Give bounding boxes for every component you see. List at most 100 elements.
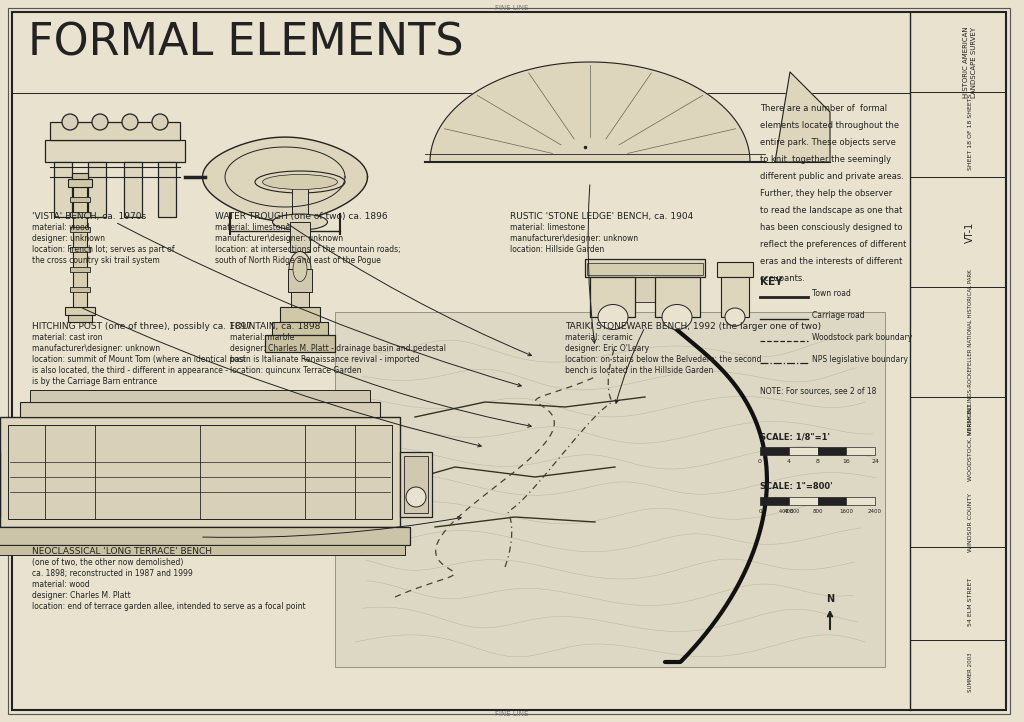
- Bar: [655, 277, 700, 317]
- Bar: [585, 259, 705, 277]
- Text: location: at intersections of the mountain roads;: location: at intersections of the mounta…: [215, 245, 400, 254]
- Text: (one of two, the other now demolished): (one of two, the other now demolished): [32, 558, 183, 567]
- Text: eras and the interests of different: eras and the interests of different: [760, 257, 902, 266]
- Text: manufacturer\designer: unknown: manufacturer\designer: unknown: [32, 344, 160, 353]
- Text: SCALE: 1"=800': SCALE: 1"=800': [760, 482, 833, 491]
- Text: occupants.: occupants.: [760, 274, 806, 283]
- Text: different public and private areas.: different public and private areas.: [760, 172, 904, 181]
- Bar: [0, 527, 410, 545]
- Bar: [280, 307, 319, 322]
- Text: N: N: [826, 594, 835, 604]
- Bar: [68, 315, 92, 322]
- Text: manufacturer\designer: unknown: manufacturer\designer: unknown: [215, 234, 343, 243]
- Text: 2400: 2400: [868, 509, 882, 514]
- Text: FORMAL ELEMENTS: FORMAL ELEMENTS: [28, 22, 464, 65]
- Bar: [65, 307, 95, 315]
- Bar: [70, 197, 90, 202]
- Text: KEY: KEY: [760, 277, 782, 287]
- Text: 'VISTA' BENCH, ca. 1970s: 'VISTA' BENCH, ca. 1970s: [32, 212, 146, 221]
- Text: material: ceramic: material: ceramic: [565, 333, 633, 342]
- Bar: [590, 277, 635, 317]
- Bar: [788, 497, 817, 505]
- Text: location: Hillside Garden: location: Hillside Garden: [510, 245, 604, 254]
- Text: 400: 400: [783, 509, 794, 514]
- Text: location: end of terrace garden allee, intended to serve as a focal point: location: end of terrace garden allee, i…: [32, 602, 305, 611]
- Bar: [910, 177, 1006, 287]
- Bar: [290, 222, 310, 252]
- Bar: [54, 162, 72, 217]
- Bar: [124, 162, 142, 217]
- Bar: [335, 312, 885, 667]
- Text: Woodstock park boundary: Woodstock park boundary: [812, 334, 912, 342]
- Text: manufacturer\designer: unknown: manufacturer\designer: unknown: [510, 234, 638, 243]
- Bar: [788, 447, 817, 455]
- Text: 1600: 1600: [840, 509, 853, 514]
- Bar: [291, 292, 309, 307]
- Circle shape: [62, 114, 78, 130]
- Text: Town road: Town road: [812, 290, 851, 298]
- Text: WINDSOR COUNTY: WINDSOR COUNTY: [968, 492, 973, 552]
- Text: to read the landscape as one that: to read the landscape as one that: [760, 206, 902, 215]
- Text: elements located throughout the: elements located throughout the: [760, 121, 899, 130]
- Text: 8: 8: [815, 459, 819, 464]
- Text: HITCHING POST (one of three), possibly ca. 1897: HITCHING POST (one of three), possibly c…: [32, 322, 252, 331]
- Text: ca. 1898; reconstructed in 1987 and 1999: ca. 1898; reconstructed in 1987 and 1999: [32, 569, 193, 578]
- Bar: [910, 547, 1006, 640]
- Bar: [0, 417, 400, 527]
- Circle shape: [152, 114, 168, 130]
- Text: NOTE: For sources, see 2 of 18: NOTE: For sources, see 2 of 18: [760, 387, 877, 396]
- Bar: [70, 247, 90, 252]
- Text: 24: 24: [871, 459, 879, 464]
- Bar: [0, 545, 406, 555]
- Text: NEOCLASSICAL 'LONG TERRACE' BENCH: NEOCLASSICAL 'LONG TERRACE' BENCH: [32, 547, 212, 556]
- Circle shape: [92, 114, 108, 130]
- Bar: [73, 187, 87, 307]
- Text: designer: Charles M. Platt: designer: Charles M. Platt: [32, 591, 131, 600]
- Ellipse shape: [262, 175, 338, 189]
- Text: is by the Carriage Barn entrance: is by the Carriage Barn entrance: [32, 377, 157, 386]
- Text: 400 800: 400 800: [778, 509, 799, 514]
- Bar: [8, 425, 392, 519]
- Text: is also located, the third - different in appearance -: is also located, the third - different i…: [32, 366, 228, 375]
- Text: MARSH-BILLINGS-ROCKEFELLER NATIONAL HISTORICAL PARK: MARSH-BILLINGS-ROCKEFELLER NATIONAL HIST…: [968, 269, 973, 435]
- Bar: [721, 277, 749, 317]
- Bar: [70, 212, 90, 217]
- Text: RUSTIC 'STONE LEDGE' BENCH, ca. 1904: RUSTIC 'STONE LEDGE' BENCH, ca. 1904: [510, 212, 693, 221]
- Text: location: summit of Mount Tom (where an identical post: location: summit of Mount Tom (where an …: [32, 355, 246, 364]
- Polygon shape: [775, 72, 830, 162]
- Bar: [910, 12, 1006, 92]
- Bar: [817, 447, 846, 455]
- Text: basin is Italianate Renaissance revival - imported: basin is Italianate Renaissance revival …: [230, 355, 420, 364]
- Bar: [50, 122, 180, 140]
- Text: WATER TROUGH (one of two) ca. 1896: WATER TROUGH (one of two) ca. 1896: [215, 212, 388, 221]
- Circle shape: [122, 114, 138, 130]
- Bar: [70, 227, 90, 232]
- Text: the cross country ski trail system: the cross country ski trail system: [32, 256, 160, 265]
- Text: TARIKI STONEWARE BENCH, 1992 (the larger one of two): TARIKI STONEWARE BENCH, 1992 (the larger…: [565, 322, 821, 331]
- Circle shape: [406, 487, 426, 507]
- Text: to knit  together the seemingly: to knit together the seemingly: [760, 155, 891, 164]
- Bar: [20, 402, 380, 417]
- Text: WOODSTOCK, VERMONT: WOODSTOCK, VERMONT: [968, 403, 973, 481]
- Bar: [292, 182, 308, 217]
- Bar: [404, 456, 428, 513]
- Text: material: limestone: material: limestone: [215, 223, 290, 232]
- Bar: [846, 497, 874, 505]
- Text: location: quincunx Terrace Garden: location: quincunx Terrace Garden: [230, 366, 361, 375]
- Text: Carriage road: Carriage road: [812, 311, 864, 321]
- Text: 0: 0: [758, 509, 762, 514]
- Bar: [760, 447, 788, 455]
- Bar: [68, 179, 92, 187]
- Text: entire park. These objects serve: entire park. These objects serve: [760, 138, 896, 147]
- Bar: [400, 452, 432, 517]
- Bar: [595, 277, 695, 302]
- Text: There are a number of  formal: There are a number of formal: [760, 104, 887, 113]
- Text: material: marble: material: marble: [230, 333, 294, 342]
- Text: material: wood: material: wood: [32, 580, 90, 589]
- Text: designer: Charles M. Platt - drainage basin and pedestal: designer: Charles M. Platt - drainage ba…: [230, 344, 446, 353]
- Ellipse shape: [255, 171, 345, 193]
- Bar: [910, 287, 1006, 397]
- Text: FINE LINE: FINE LINE: [496, 711, 528, 717]
- Bar: [88, 162, 106, 217]
- Text: material: wood: material: wood: [32, 223, 90, 232]
